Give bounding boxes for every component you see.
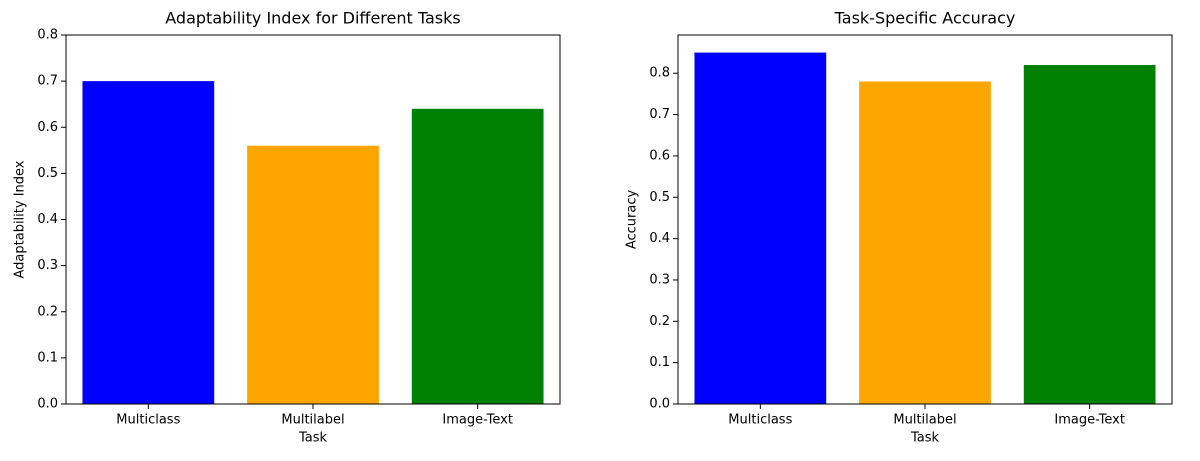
chart-title: Task-Specific Accuracy bbox=[834, 9, 1016, 28]
x-tick-label: Image-Text bbox=[1054, 413, 1125, 428]
bar bbox=[694, 52, 827, 404]
bar bbox=[859, 81, 991, 404]
y-tick-label: 0.2 bbox=[649, 314, 670, 329]
x-axis-label: Task bbox=[298, 431, 328, 446]
bar bbox=[82, 81, 215, 404]
x-axis-label: Task bbox=[910, 431, 940, 446]
axes-frame bbox=[677, 34, 1173, 405]
y-tick-label: 0.6 bbox=[649, 148, 670, 163]
y-axis-label: Adaptability Index bbox=[13, 160, 28, 278]
y-tick-label: 0.0 bbox=[649, 397, 670, 412]
y-tick-label: 0.7 bbox=[649, 107, 670, 122]
bar bbox=[247, 145, 379, 404]
y-tick-label: 0.3 bbox=[649, 272, 670, 287]
axes-frame bbox=[65, 34, 561, 405]
y-tick-label: 0.0 bbox=[37, 397, 58, 412]
y-tick-label: 0.4 bbox=[649, 231, 670, 246]
x-tick-label: Multiclass bbox=[116, 413, 180, 428]
y-tick-label: 0.4 bbox=[37, 212, 58, 227]
chart-title: Adaptability Index for Different Tasks bbox=[165, 9, 460, 28]
y-tick-label: 0.1 bbox=[37, 350, 58, 365]
x-tick-label: Multiclass bbox=[728, 413, 792, 428]
y-tick-label: 0.5 bbox=[37, 166, 58, 181]
x-tick-label: Image-Text bbox=[442, 413, 513, 428]
y-axis-label: Accuracy bbox=[625, 190, 640, 250]
y-tick-label: 0.5 bbox=[649, 190, 670, 205]
y-tick-label: 0.1 bbox=[649, 355, 670, 370]
bar bbox=[1023, 64, 1156, 404]
bar bbox=[411, 108, 544, 405]
y-tick-label: 0.2 bbox=[37, 304, 58, 319]
x-tick-label: Multilabel bbox=[893, 413, 956, 428]
y-tick-label: 0.7 bbox=[37, 74, 58, 89]
y-tick-label: 0.8 bbox=[649, 66, 670, 81]
y-tick-label: 0.3 bbox=[37, 258, 58, 273]
y-tick-label: 0.8 bbox=[37, 28, 58, 43]
y-tick-label: 0.6 bbox=[37, 120, 58, 135]
x-tick-label: Multilabel bbox=[281, 413, 344, 428]
